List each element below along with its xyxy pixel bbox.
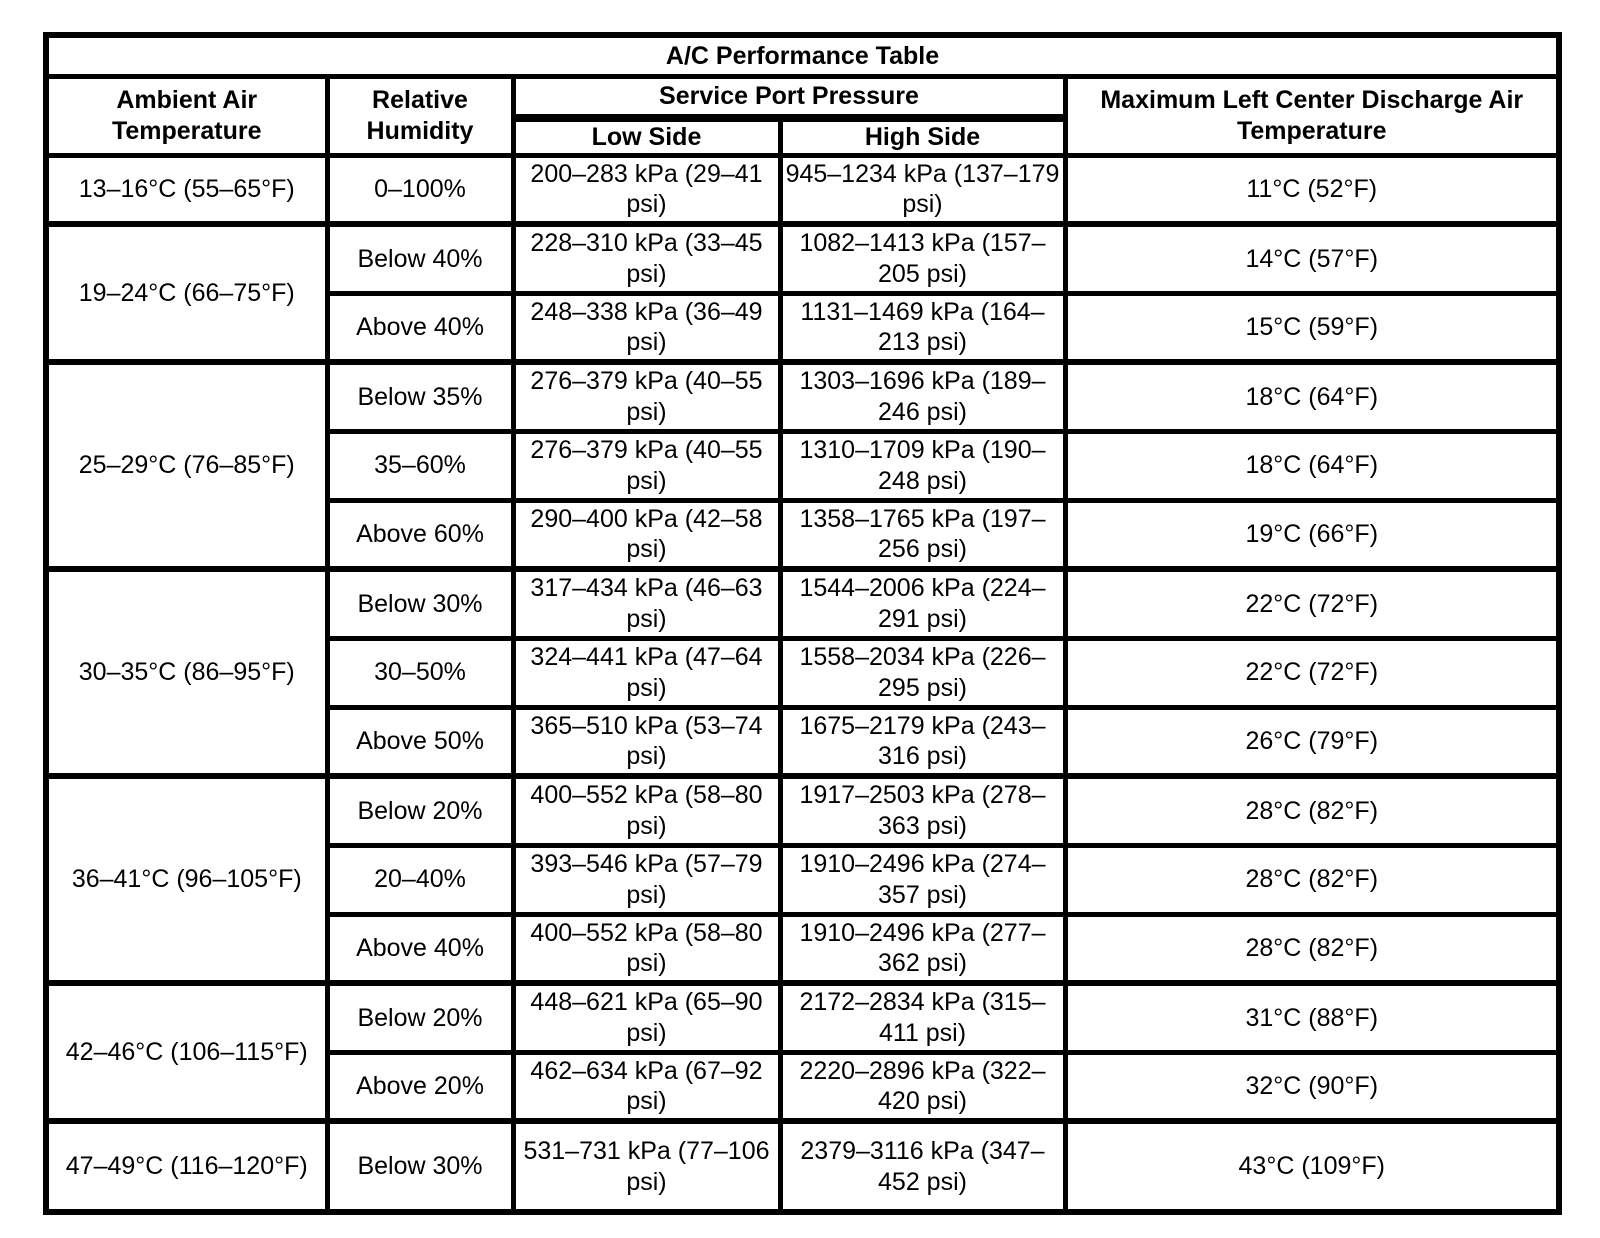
low-side-pressure-cell: 365–510 kPa (53–74 psi) xyxy=(510,704,783,779)
discharge-temperature-cell: 28°C (82°F) xyxy=(1062,911,1562,986)
high-side-pressure-cell: 1131–1469 kPa (164–213 psi) xyxy=(777,290,1068,365)
low-side-pressure-cell: 228–310 kPa (33–45 psi) xyxy=(510,221,783,296)
relative-humidity-cell: Above 40% xyxy=(324,290,516,365)
relative-humidity-cell: Below 20% xyxy=(324,773,516,848)
relative-humidity-cell: Above 60% xyxy=(324,497,516,572)
low-side-pressure-cell: 276–379 kPa (40–55 psi) xyxy=(510,428,783,503)
ambient-temperature-cell: 30–35°C (86–95°F) xyxy=(43,566,330,779)
table-row: 36–41°C (96–105°F) Below 20% 400–552 kPa (… xyxy=(43,773,1562,986)
relative-humidity-cell: Below 20% xyxy=(324,980,516,1055)
relative-humidity-cell: 0–100% xyxy=(324,152,516,227)
relative-humidity-cell: Below 40% xyxy=(324,221,516,296)
ambient-temperature-cell: 42–46°C (106–115°F) xyxy=(43,980,330,1124)
ambient-temperature-cell: 47–49°C (116–120°F) xyxy=(43,1118,330,1215)
high-side-pressure-cell: 1917–2503 kPa (278–363 psi) xyxy=(777,773,1068,848)
low-side-pressure-cell: 531–731 kPa (77–106 psi) xyxy=(510,1118,783,1215)
high-side-pressure-cell: 1544–2006 kPa (224–291 psi) xyxy=(777,566,1068,641)
relative-humidity-cell: 30–50% xyxy=(324,635,516,710)
header-service-port-pressure: Service Port Pressure xyxy=(510,73,1068,122)
low-side-pressure-cell: 393–546 kPa (57–79 psi) xyxy=(510,842,783,917)
discharge-temperature-cell: 22°C (72°F) xyxy=(1062,566,1562,641)
ac-performance-table: A/C Performance Table Ambient Air Temper… xyxy=(43,32,1563,1215)
high-side-pressure-cell: 1358–1765 kPa (197–256 psi) xyxy=(777,497,1068,572)
low-side-pressure-cell: 276–379 kPa (40–55 psi) xyxy=(510,359,783,434)
low-side-pressure-cell: 400–552 kPa (58–80 psi) xyxy=(510,911,783,986)
low-side-pressure-cell: 400–552 kPa (58–80 psi) xyxy=(510,773,783,848)
relative-humidity-cell: Above 40% xyxy=(324,911,516,986)
discharge-temperature-cell: 31°C (88°F) xyxy=(1062,980,1562,1055)
table-row: Above 40% 400–552 kPa (58–80 psi) 1910–249… xyxy=(46,911,1562,986)
ambient-temperature-cell: 25–29°C (76–85°F) xyxy=(43,359,330,572)
table-row: 42–46°C (106–115°F) Below 20% 448–621 kPa … xyxy=(43,980,1562,1124)
discharge-temperature-cell: 15°C (59°F) xyxy=(1062,290,1562,365)
high-side-pressure-cell: 1082–1413 kPa (157–205 psi) xyxy=(777,221,1068,296)
discharge-temperature-cell: 28°C (82°F) xyxy=(1062,842,1562,917)
discharge-temperature-cell: 43°C (109°F) xyxy=(1062,1118,1562,1215)
discharge-temperature-cell: 18°C (64°F) xyxy=(1062,359,1562,434)
high-side-pressure-cell: 2379–3116 kPa (347–452 psi) xyxy=(777,1118,1068,1215)
table-row: Above 50% 365–510 kPa (53–74 psi) 1675–217… xyxy=(46,704,1562,779)
ambient-temperature-cell: 36–41°C (96–105°F) xyxy=(43,773,330,986)
relative-humidity-cell: Above 50% xyxy=(324,704,516,779)
table-row: 47–49°C (116–120°F) Below 30% 531–731 kPa … xyxy=(43,1118,1562,1215)
low-side-pressure-cell: 317–434 kPa (46–63 psi) xyxy=(510,566,783,641)
discharge-temperature-cell: 28°C (82°F) xyxy=(1062,773,1562,848)
discharge-temperature-cell: 18°C (64°F) xyxy=(1062,428,1562,503)
relative-humidity-cell: Below 30% xyxy=(324,1118,516,1215)
table-row: 13–16°C (55–65°F) 0–100% 200–283 kPa (29–4… xyxy=(43,152,1562,227)
discharge-temperature-cell: 14°C (57°F) xyxy=(1062,221,1562,296)
header-low-side: Low Side xyxy=(510,115,783,158)
high-side-pressure-cell: 945–1234 kPa (137–179 psi) xyxy=(777,152,1068,227)
high-side-pressure-cell: 1675–2179 kPa (243–316 psi) xyxy=(777,704,1068,779)
table-body: 13–16°C (55–65°F) 0–100% 200–283 kPa (29–4… xyxy=(43,152,1562,1215)
table-row: 30–50% 324–441 kPa (47–64 psi) 1558–2034 k… xyxy=(46,635,1562,710)
table-title: A/C Performance Table xyxy=(43,32,1562,79)
discharge-temperature-cell: 26°C (79°F) xyxy=(1062,704,1562,779)
relative-humidity-cell: Below 35% xyxy=(324,359,516,434)
table-row: 25–29°C (76–85°F) Below 35% 276–379 kPa (4… xyxy=(43,359,1562,572)
table-row: Above 40% 248–338 kPa (36–49 psi) 1131–146… xyxy=(46,290,1562,365)
ambient-temperature-cell: 19–24°C (66–75°F) xyxy=(43,221,330,365)
table-row: 30–35°C (86–95°F) Below 30% 317–434 kPa (4… xyxy=(43,566,1562,779)
high-side-pressure-cell: 1910–2496 kPa (277–362 psi) xyxy=(777,911,1068,986)
table-row: Above 60% 290–400 kPa (42–58 psi) 1358–176… xyxy=(46,497,1562,572)
discharge-temperature-cell: 11°C (52°F) xyxy=(1062,152,1562,227)
relative-humidity-cell: 20–40% xyxy=(324,842,516,917)
low-side-pressure-cell: 324–441 kPa (47–64 psi) xyxy=(510,635,783,710)
high-side-pressure-cell: 1303–1696 kPa (189–246 psi) xyxy=(777,359,1068,434)
table-title-row: A/C Performance Table xyxy=(43,32,1562,79)
low-side-pressure-cell: 448–621 kPa (65–90 psi) xyxy=(510,980,783,1055)
low-side-pressure-cell: 462–634 kPa (67–92 psi) xyxy=(510,1049,783,1124)
table-header-row: Ambient Air Temperature Relative Humidit… xyxy=(43,73,1562,158)
high-side-pressure-cell: 1910–2496 kPa (274–357 psi) xyxy=(777,842,1068,917)
table-subheader-row: Low Side High Side xyxy=(46,115,1559,158)
discharge-temperature-cell: 32°C (90°F) xyxy=(1062,1049,1562,1124)
discharge-temperature-cell: 22°C (72°F) xyxy=(1062,635,1562,710)
header-relative-humidity: Relative Humidity xyxy=(324,73,516,158)
high-side-pressure-cell: 1310–1709 kPa (190–248 psi) xyxy=(777,428,1068,503)
relative-humidity-cell: 35–60% xyxy=(324,428,516,503)
high-side-pressure-cell: 1558–2034 kPa (226–295 psi) xyxy=(777,635,1068,710)
header-ambient-air-temperature: Ambient Air Temperature xyxy=(43,73,330,158)
high-side-pressure-cell: 2220–2896 kPa (322–420 psi) xyxy=(777,1049,1068,1124)
low-side-pressure-cell: 200–283 kPa (29–41 psi) xyxy=(510,152,783,227)
header-max-discharge-temperature: Maximum Left Center Discharge Air Temper… xyxy=(1062,73,1562,158)
high-side-pressure-cell: 2172–2834 kPa (315–411 psi) xyxy=(777,980,1068,1055)
table-row: 19–24°C (66–75°F) Below 40% 228–310 kPa (3… xyxy=(43,221,1562,365)
discharge-temperature-cell: 19°C (66°F) xyxy=(1062,497,1562,572)
table-row: Above 20% 462–634 kPa (67–92 psi) 2220–289… xyxy=(46,1049,1562,1124)
table-row: 35–60% 276–379 kPa (40–55 psi) 1310–1709 k… xyxy=(46,428,1562,503)
ambient-temperature-cell: 13–16°C (55–65°F) xyxy=(43,152,330,227)
low-side-pressure-cell: 290–400 kPa (42–58 psi) xyxy=(510,497,783,572)
table-row: 20–40% 393–546 kPa (57–79 psi) 1910–2496 k… xyxy=(46,842,1562,917)
relative-humidity-cell: Above 20% xyxy=(324,1049,516,1124)
relative-humidity-cell: Below 30% xyxy=(324,566,516,641)
header-high-side: High Side xyxy=(777,115,1068,158)
low-side-pressure-cell: 248–338 kPa (36–49 psi) xyxy=(510,290,783,365)
